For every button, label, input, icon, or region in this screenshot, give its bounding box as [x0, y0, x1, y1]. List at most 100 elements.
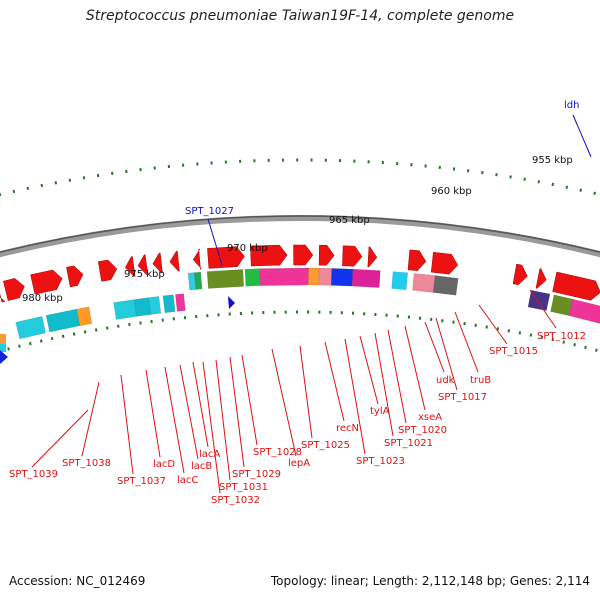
- scale-tick: [251, 311, 254, 315]
- leader-line: [478, 304, 508, 345]
- scale-tick: [128, 322, 131, 327]
- gene-arrow: [192, 248, 203, 270]
- scale-tick: [466, 169, 470, 173]
- scale-tick: [374, 312, 377, 316]
- gene-box: [133, 297, 152, 317]
- scale-tick: [509, 175, 512, 179]
- scale-tick: [318, 310, 321, 314]
- gene-label: truB: [470, 375, 491, 386]
- scale-tick: [224, 160, 227, 164]
- gene-label: xseA: [418, 412, 442, 423]
- scale-label: 955 kbp: [532, 155, 573, 166]
- gene-arrow: [169, 250, 180, 272]
- gene-box: [259, 267, 309, 286]
- gene-label: SPT_1020: [398, 425, 447, 436]
- leader-line: [271, 348, 297, 457]
- leader-line: [374, 332, 394, 437]
- scale-tick: [296, 158, 299, 162]
- gene-box: [330, 268, 354, 287]
- gene-box: [308, 267, 320, 286]
- scale-tick: [125, 169, 128, 174]
- scale-tick: [284, 310, 287, 314]
- scale-tick: [239, 159, 242, 163]
- gene-arrow: [250, 244, 288, 267]
- gene-arrow: [124, 256, 136, 277]
- scale-tick: [139, 321, 142, 325]
- scale-label: 980 kbp: [22, 293, 63, 304]
- gene-box: [351, 268, 381, 288]
- scale-tick: [39, 339, 43, 343]
- label-leaders: [31, 114, 592, 494]
- scale-label: 970 kbp: [227, 243, 268, 254]
- gene-arrow: [535, 268, 547, 289]
- scale-tick: [573, 343, 576, 347]
- scale-tick: [438, 165, 441, 170]
- gene-label: tylA: [370, 406, 390, 417]
- leader-line: [454, 311, 479, 373]
- scale-tick: [351, 311, 355, 315]
- scale-tick: [50, 336, 54, 341]
- scale-tick: [239, 311, 242, 316]
- scale-label: 965 kbp: [329, 215, 370, 226]
- gene-label: lacB: [191, 461, 212, 472]
- gene-label: SPT_1032: [211, 495, 260, 506]
- leader-line: [120, 374, 134, 475]
- scale-tick: [161, 318, 164, 322]
- gene-box: [76, 306, 93, 327]
- genome-title: Streptococcus pneumoniae Taiwan19F-14, c…: [85, 8, 515, 24]
- scale-tick: [94, 328, 98, 332]
- scale-tick: [452, 320, 455, 324]
- scale-tick: [281, 158, 284, 162]
- highlight-label: ldh: [564, 100, 579, 111]
- gene-label: SPT_1039: [9, 469, 58, 480]
- gene-box: [45, 308, 81, 333]
- leader-line: [207, 218, 223, 266]
- scale-tick: [396, 162, 399, 166]
- marker-arrow: [228, 296, 235, 309]
- scale-tick: [181, 163, 185, 167]
- scale-tick: [68, 178, 72, 182]
- gene-box: [244, 268, 261, 287]
- scale-label: 960 kbp: [431, 186, 472, 197]
- scale-labels: 955 kbp 960 kbp 965 kbp 970 kbp 975 kbp 980 k…: [22, 155, 573, 304]
- gene-label: recN: [336, 423, 359, 434]
- gene-label: lepA: [288, 458, 310, 469]
- gene-label: SPT_1015: [489, 346, 538, 357]
- scale-tick: [167, 164, 171, 169]
- genome-backbone: [0, 214, 600, 258]
- scale-tick: [565, 185, 569, 189]
- scale-tick: [518, 331, 522, 335]
- scale-tick: [54, 181, 58, 185]
- leader-line: [179, 364, 199, 460]
- gene-label: SPT_1023: [356, 456, 405, 467]
- gene-box: [432, 275, 459, 296]
- leader-line: [529, 289, 557, 329]
- leader-line: [435, 317, 458, 391]
- gene-box: [0, 344, 6, 352]
- scale-tick: [562, 340, 566, 344]
- leader-line: [324, 341, 345, 422]
- scale-tick: [153, 166, 156, 170]
- scale-tick: [363, 312, 366, 316]
- gene-label: SPT_1021: [384, 438, 433, 449]
- scale-tick: [381, 161, 384, 165]
- backbone-edge: [0, 215, 600, 254]
- scale-tick: [196, 162, 199, 166]
- leader-line: [241, 354, 258, 446]
- scale-tick: [410, 163, 413, 167]
- scale-tick: [310, 158, 313, 162]
- gene-label: SPT_1012: [537, 331, 586, 342]
- gene-box: [162, 294, 176, 314]
- scale-tick: [72, 332, 76, 336]
- gene-label: SPT_1017: [438, 392, 487, 403]
- gene-box: [318, 267, 333, 286]
- gene-label: SPT_1025: [301, 440, 350, 451]
- scale-tick: [593, 191, 596, 196]
- scale-tick: [262, 311, 265, 315]
- leader-line: [202, 361, 221, 494]
- gene-features: [0, 244, 600, 364]
- leader-line: [572, 114, 592, 158]
- gene-arrow: [207, 246, 245, 269]
- gene-arrow: [430, 251, 459, 275]
- scale-tick: [529, 333, 533, 337]
